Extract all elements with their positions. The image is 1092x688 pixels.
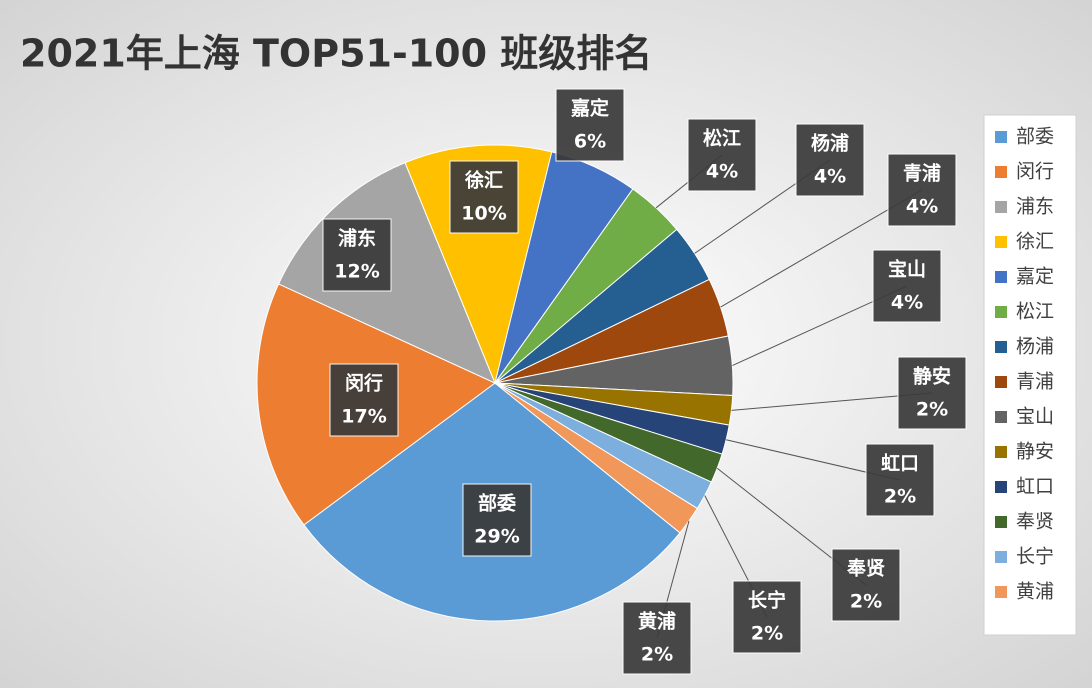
chart-title: 2021年上海 TOP51-100 班级排名 [20, 32, 652, 76]
legend-label: 宝山 [1016, 406, 1054, 428]
category-label: 徐汇 [464, 169, 503, 192]
label-box [555, 88, 625, 162]
legend-label: 嘉定 [1016, 266, 1054, 288]
category-label: 杨浦 [811, 132, 849, 155]
label-box [872, 249, 942, 323]
value-label: 29% [474, 526, 519, 548]
value-label: 4% [814, 166, 846, 188]
label-box [449, 160, 519, 234]
legend-label: 奉贤 [1016, 511, 1054, 533]
category-label: 奉贤 [846, 557, 885, 580]
label-box [462, 483, 532, 557]
legend-label: 部委 [1016, 126, 1054, 148]
legend-label: 黄浦 [1016, 581, 1054, 603]
legend-swatch [995, 586, 1007, 598]
value-label: 2% [884, 486, 916, 508]
value-label: 4% [706, 161, 738, 183]
label-box [795, 123, 865, 197]
value-label: 2% [916, 399, 948, 421]
legend-swatch [995, 166, 1007, 178]
legend-label: 静安 [1016, 441, 1054, 463]
category-label: 宝山 [888, 258, 926, 281]
value-label: 10% [461, 203, 506, 225]
value-label: 12% [334, 261, 379, 283]
label-box [322, 218, 392, 292]
legend-label: 松江 [1016, 301, 1054, 323]
legend-swatch [995, 481, 1007, 493]
legend-swatch [995, 411, 1007, 423]
legend-swatch [995, 306, 1007, 318]
label-box [622, 601, 692, 675]
legend-swatch [995, 201, 1007, 213]
legend-swatch [995, 446, 1007, 458]
pie-slice [494, 382, 698, 534]
category-label: 嘉定 [570, 97, 609, 120]
legend-swatch [995, 341, 1007, 353]
value-label: 6% [574, 131, 606, 153]
category-label: 静安 [913, 365, 951, 388]
legend-swatch [995, 551, 1007, 563]
legend-label: 长宁 [1016, 546, 1054, 568]
value-label: 2% [850, 591, 882, 613]
legend-swatch [995, 376, 1007, 388]
legend-label: 浦东 [1016, 196, 1054, 218]
legend-swatch [995, 131, 1007, 143]
pie [256, 144, 734, 622]
category-label: 部委 [478, 492, 516, 515]
legend-label: 闵行 [1016, 161, 1054, 183]
label-box [329, 363, 399, 437]
legend-label: 青浦 [1016, 371, 1054, 393]
legend-swatch [995, 236, 1007, 248]
label-box [865, 443, 935, 517]
label-box [831, 548, 901, 622]
value-label: 2% [641, 644, 673, 666]
labels: 部委 29% 闵行 17% 浦东 12% 徐汇 10% 嘉定 6% 松江 4% 杨浦 4% 青浦 4% 宝山 4%… [322, 88, 967, 675]
label-box [897, 356, 967, 430]
legend-swatch [995, 516, 1007, 528]
legend-label: 杨浦 [1016, 336, 1054, 358]
category-label: 虹口 [881, 452, 919, 475]
value-label: 4% [891, 292, 923, 314]
label-box [732, 580, 802, 654]
category-label: 闵行 [345, 372, 383, 395]
category-label: 青浦 [903, 162, 941, 185]
label-box [687, 118, 757, 192]
value-label: 4% [906, 196, 938, 218]
legend-label: 虹口 [1016, 476, 1054, 498]
label-box [887, 153, 957, 227]
category-label: 松江 [703, 127, 741, 150]
legend-label: 徐汇 [1016, 231, 1054, 253]
category-label: 长宁 [748, 589, 786, 612]
category-label: 浦东 [338, 227, 376, 250]
value-label: 2% [751, 623, 783, 645]
category-label: 黄浦 [638, 610, 676, 633]
value-label: 17% [341, 406, 386, 428]
legend-swatch [995, 271, 1007, 283]
